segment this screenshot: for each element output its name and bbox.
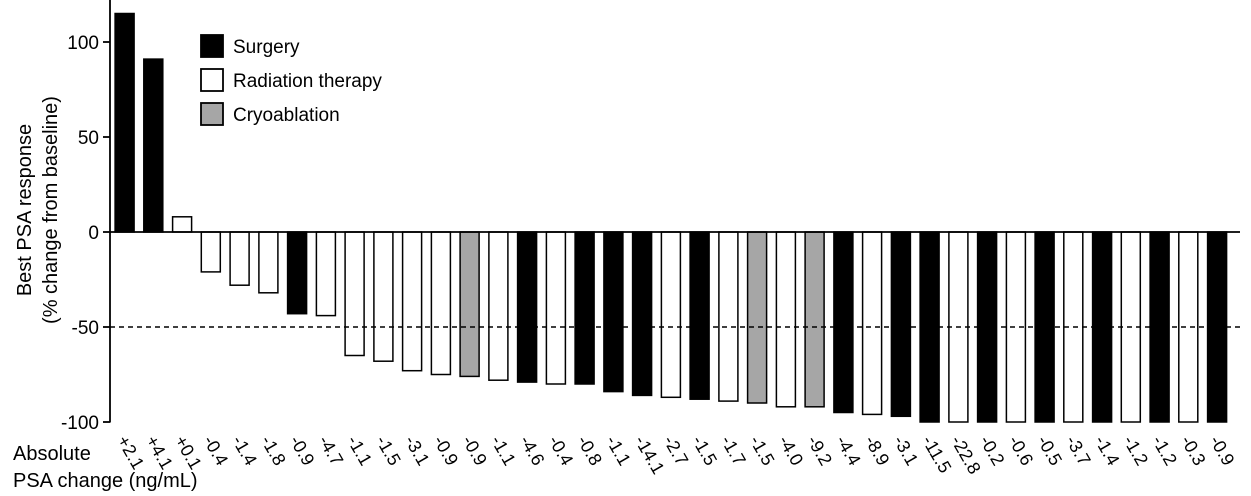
bar-18 — [631, 231, 653, 397]
axes-layer: 100 50 0 -50 -100 — [61, 0, 1240, 434]
x-tick-label-25: -4.4 — [832, 432, 865, 469]
x-tick-label-23: -4.0 — [774, 432, 807, 469]
bar-8 — [344, 231, 365, 357]
bar-25 — [833, 231, 854, 414]
x-tick-label-13: -1.1 — [487, 432, 520, 469]
legend: Surgery Radiation therapy Cryoablation — [200, 34, 382, 126]
x-tick-label-36: -1.2 — [1148, 432, 1181, 469]
x-tick-label-5: -1.8 — [257, 432, 290, 469]
bar-16 — [574, 231, 595, 385]
x-tick-label-32: -0.5 — [1033, 432, 1066, 469]
x-tick-label-22: -1.5 — [746, 432, 779, 469]
x-tick-label-15: -0.4 — [544, 432, 577, 469]
x-tick-label-26: -8.9 — [861, 432, 894, 469]
x-tick-label-24: -9.2 — [803, 432, 836, 469]
x-tick-label-6: -0.9 — [286, 432, 319, 469]
x-tick-label-11: -0.9 — [429, 432, 462, 469]
x-tick-label-2: +0.1 — [171, 432, 206, 473]
bar-13 — [488, 231, 509, 381]
bar-24 — [804, 231, 825, 408]
x-tick-label-29: -22.8 — [947, 432, 985, 478]
x-tick-label-10: -3.1 — [401, 432, 434, 469]
x-tick-label-9: -1.5 — [372, 432, 405, 469]
axis-labels: Best PSA response (% change from baseline… — [13, 96, 198, 492]
legend-swatch-radiation — [200, 68, 224, 92]
bar-22 — [746, 231, 768, 404]
bar-14 — [516, 231, 538, 383]
legend-swatch-cryo — [200, 102, 224, 126]
x-tick-label-37: -0.3 — [1177, 432, 1210, 469]
y-tick-label--100: -100 — [61, 413, 99, 434]
bar-26 — [861, 231, 883, 416]
x-tick-label-4: -1.4 — [228, 432, 261, 469]
bar-0 — [114, 12, 135, 233]
bar-7 — [315, 231, 337, 317]
y-tick-label-50: 50 — [78, 128, 99, 149]
y-tick-label-0: 0 — [88, 223, 99, 244]
legend-label-radiation: Radiation therapy — [233, 71, 382, 92]
bar-19 — [660, 231, 682, 399]
x-tick-label-12: -0.9 — [458, 432, 491, 469]
bar-2 — [171, 216, 193, 233]
bar-5 — [258, 231, 279, 294]
legend-label-surgery: Surgery — [233, 37, 300, 58]
x-tick-label-34: -1.4 — [1091, 432, 1124, 469]
bar-4 — [229, 231, 250, 286]
bar-17 — [603, 231, 624, 393]
bar-9 — [373, 231, 394, 362]
x-tick-label-35: -1.2 — [1119, 432, 1152, 469]
bar-11 — [430, 231, 452, 376]
legend-label-cryo: Cryoablation — [233, 105, 340, 126]
bar-3 — [200, 231, 222, 273]
bar-10 — [401, 231, 423, 372]
x-tick-label-8: -1.1 — [343, 432, 376, 469]
x-tick-label-33: -3.7 — [1062, 432, 1095, 469]
legend-swatch-surgery — [200, 34, 224, 58]
x-tick-label-17: -1.1 — [602, 432, 635, 469]
x-tick-label-31: -0.6 — [1004, 432, 1037, 469]
bar-20 — [689, 231, 710, 400]
bar-21 — [718, 231, 739, 402]
x-tick-label-0: +2.1 — [113, 432, 148, 473]
x-tick-label-28: -11.5 — [918, 432, 955, 476]
y-tick-label-100: 100 — [67, 33, 99, 54]
y-axis-label-line2: (% change from baseline) — [40, 96, 62, 324]
bar-23 — [775, 231, 797, 408]
bar-6 — [286, 231, 308, 315]
x-tick-label-21: -1.7 — [717, 432, 750, 469]
x-tick-label-1: +4.1 — [142, 432, 177, 473]
bar-12 — [459, 231, 480, 378]
x-tick-label-7: -4.7 — [314, 432, 347, 469]
x-axis-label-line2: PSA change (ng/mL) — [13, 470, 198, 492]
x-tick-label-16: -0.8 — [573, 432, 606, 469]
x-tick-label-18: -14.1 — [631, 432, 669, 478]
x-axis-label-line1: Absolute — [13, 443, 91, 465]
x-tick-label-20: -1.5 — [688, 432, 721, 469]
x-tick-labels: +2.1+4.1+0.1-0.4-1.4-1.8-0.9-4.7-1.1-1.5… — [113, 432, 1238, 478]
x-tick-label-38: -0.9 — [1206, 432, 1239, 469]
y-axis-label-line1: Best PSA response — [14, 124, 36, 296]
y-tick-label--50: -50 — [72, 318, 99, 339]
bar-1 — [143, 58, 164, 233]
x-tick-label-14: -4.6 — [516, 432, 549, 469]
bar-27 — [890, 231, 912, 418]
x-tick-label-27: -3.1 — [889, 432, 922, 469]
bar-15 — [545, 231, 567, 385]
